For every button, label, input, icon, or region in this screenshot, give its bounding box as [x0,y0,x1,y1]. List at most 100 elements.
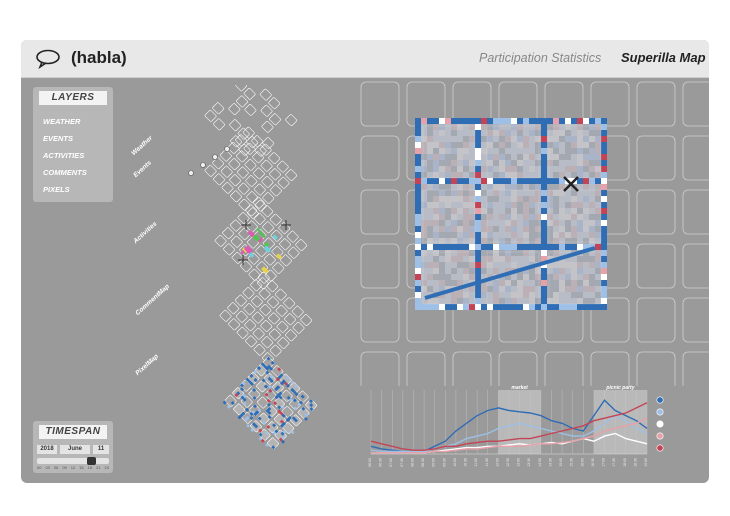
pixel-cell [565,154,571,160]
nav-superilla-map[interactable]: Superilla Map [621,50,706,65]
pixel-cell [595,232,601,238]
pixel-cell [427,286,433,292]
pixel-cell [535,154,541,160]
pixel-cell [439,304,445,310]
pixel-cell [493,250,499,256]
year-field[interactable]: 2018 [37,445,57,454]
pixel-cell [535,172,541,178]
x-tick-label: 07:30 [400,458,404,467]
pixel-cell [499,244,505,250]
pixel-cell [511,304,517,310]
city-block [283,297,296,309]
annotation-market: market [511,385,528,391]
time-slider-handle[interactable] [87,457,96,465]
pixel-cell [565,262,571,268]
legend-dot[interactable] [656,420,664,428]
legend-dot[interactable] [656,444,664,452]
nav-participation-statistics[interactable]: Participation Statistics [479,51,602,65]
layers-title: LAYERS [39,91,107,105]
pixel-cell [469,268,475,274]
pixel-cell [511,172,517,178]
pixel-cell [571,166,577,172]
layer-pixels[interactable]: PIXELS [43,185,70,194]
x-tick-label: 11:30 [485,458,489,467]
pixel-cell [517,238,523,244]
pixel-cell [481,160,487,166]
pixel-cell [421,124,427,130]
pixel-cell [445,166,451,172]
layer-weather[interactable]: WEATHER [43,117,81,126]
day-field[interactable]: 11 [93,445,109,454]
pixel-cell [433,196,439,202]
city-block [235,310,248,323]
pixel-cell [481,286,487,292]
pixel-cell [475,148,481,154]
layer-comments[interactable]: COMMENTS [43,168,87,177]
legend-dot[interactable] [656,408,664,416]
event-marker[interactable] [241,220,251,230]
pixel-cell [241,411,246,416]
layer-plane [214,196,308,290]
event-marker[interactable] [238,255,248,265]
pixel-cell [559,232,565,238]
city-block [244,159,257,171]
pixel-cell [451,208,457,214]
pixel-cell [282,429,287,434]
pixel-cell [493,202,499,208]
pixel-cell [433,298,439,304]
superblock [548,189,602,243]
superilla-pixel-map[interactable] [357,76,709,386]
pixel-cell [499,256,505,262]
time-slider[interactable] [37,457,109,465]
pixel-cell [553,226,559,232]
month-field[interactable]: June [60,445,90,454]
pixel-cell [487,208,493,214]
layer-stack-map[interactable] [131,85,341,480]
pixel-cell [265,408,270,413]
pixel-cell [451,196,457,202]
pixel-cell [595,166,601,172]
pixel-cell [493,154,499,160]
pixel-cell [475,136,481,142]
pixel-cell [517,220,523,226]
layer-plane [204,85,298,157]
pixel-cell [487,214,493,220]
pixel-cell [517,160,523,166]
pixel-cell [249,416,254,421]
pixel-cell [451,298,457,304]
pixel-cell [415,286,421,292]
pixel-cell [475,286,481,292]
close-icon[interactable] [563,176,579,192]
pixel-cell [505,232,511,238]
pixel-cell [427,232,433,238]
pixel-cell [499,160,505,166]
pixel-cell [255,410,260,415]
pixel-cell [439,238,445,244]
pixel-cell [583,274,589,280]
pixel-cell [541,226,547,232]
pixel-cell [511,160,517,166]
pixel-cell [499,184,505,190]
pixel-cell [547,196,553,202]
pixel-cell [577,286,583,292]
pixel-cell [487,244,493,250]
activity-mark [243,245,253,255]
pixel-cell [415,304,421,310]
city-block [221,181,234,194]
legend-dot[interactable] [656,432,664,440]
pixel-cell [535,298,541,304]
legend-dot[interactable] [656,396,664,404]
pixel-cell [565,130,571,136]
pixel-cell [601,268,607,274]
pixel-cell [445,142,451,148]
time-tick: 00 [37,465,42,470]
layer-activities[interactable]: ACTIVITIES [43,151,85,160]
pixel-cell [601,304,607,310]
pixel-cell [595,148,601,154]
event-marker[interactable] [281,220,291,230]
pixel-cell [415,172,421,178]
pixel-cell [481,172,487,178]
pixel-cell [589,280,595,286]
pixel-cell [571,202,577,208]
layer-events[interactable]: EVENTS [43,134,74,143]
